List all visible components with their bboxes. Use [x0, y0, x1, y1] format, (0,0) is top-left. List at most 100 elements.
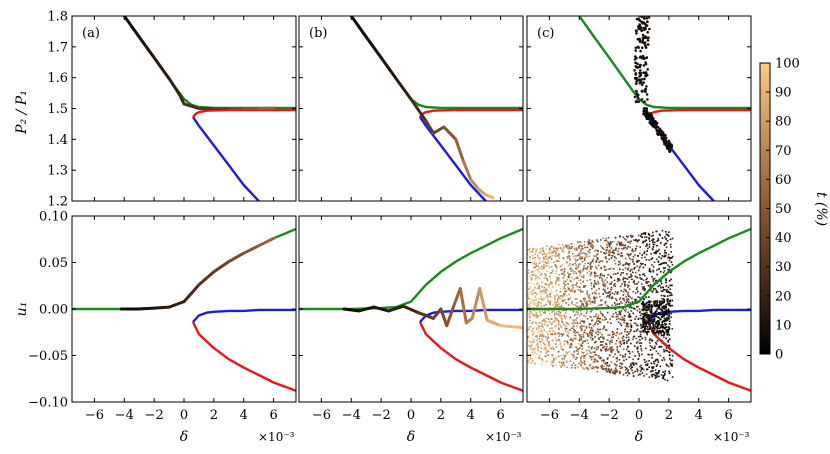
scatter-point	[592, 245, 595, 247]
scatter-point	[668, 334, 671, 336]
scatter-point	[531, 348, 534, 350]
scatter-point	[640, 303, 643, 305]
scatter-point	[562, 295, 564, 297]
scatter-point	[593, 280, 596, 282]
scatter-point	[654, 312, 657, 315]
scatter-point	[611, 281, 613, 283]
scatter-point	[588, 270, 591, 273]
panel-b-top-trajectory	[349, 16, 495, 200]
scatter-point	[647, 301, 650, 303]
scatter-point	[563, 299, 565, 302]
scatter-point	[585, 312, 588, 314]
scatter-point	[574, 262, 576, 265]
scatter-point	[632, 372, 634, 374]
scatter-point	[581, 256, 583, 258]
scatter-point	[571, 269, 574, 272]
scatter-point	[640, 368, 643, 371]
scatter-point	[597, 320, 600, 322]
scatter-point	[657, 320, 659, 322]
scatter-point	[533, 331, 535, 334]
scatter-point	[663, 305, 665, 307]
scatter-point	[658, 317, 660, 319]
scatter-point	[632, 375, 635, 377]
scatter-point	[658, 346, 660, 348]
scatter-point	[650, 374, 653, 376]
scatter-point	[592, 258, 595, 260]
scatter-point	[589, 315, 592, 318]
scatter-point	[645, 321, 648, 324]
scatter-point	[540, 274, 542, 277]
scatter-point	[618, 253, 620, 256]
scatter-point	[590, 243, 592, 245]
scatter-point	[540, 344, 542, 346]
scatter-point	[551, 251, 554, 254]
scatter-point	[632, 258, 634, 261]
scatter-point	[654, 372, 657, 374]
scatter-point	[642, 315, 644, 318]
colorbar-tick-label: 80	[775, 115, 792, 130]
scatter-point	[638, 355, 641, 357]
scatter-point	[560, 247, 562, 250]
scatter-point	[670, 359, 672, 362]
scatter-point	[642, 240, 645, 243]
scatter-point	[575, 259, 577, 262]
panel-a-top-xticks	[93, 16, 275, 201]
scatter-point	[655, 365, 658, 367]
scatter-point	[603, 368, 606, 370]
scatter-point	[529, 348, 532, 351]
scatter-point	[570, 366, 573, 369]
scatter-point	[552, 250, 554, 253]
scatter-point	[545, 360, 548, 362]
scatter-point	[618, 341, 621, 343]
scatter-point	[646, 314, 649, 317]
scatter-point	[617, 337, 620, 340]
scatter-point	[636, 286, 638, 289]
scatter-point	[646, 31, 649, 34]
scatter-point	[552, 321, 554, 323]
scatter-point	[624, 289, 627, 291]
scatter-point	[606, 349, 609, 352]
scatter-point	[607, 348, 610, 350]
scatter-point	[543, 277, 546, 279]
scatter-point	[544, 310, 546, 312]
scatter-point	[655, 291, 658, 294]
scatter-point	[655, 251, 657, 253]
scatter-point	[533, 303, 535, 305]
scatter-point	[671, 355, 674, 357]
trajectory-segment	[394, 77, 413, 101]
scatter-point	[661, 359, 663, 361]
scatter-point	[661, 320, 664, 323]
scatter-point	[563, 357, 566, 360]
scatter-point	[619, 285, 622, 288]
scatter-point	[651, 258, 653, 260]
scatter-point	[594, 281, 596, 284]
scatter-point	[534, 248, 537, 250]
scatter-point	[622, 268, 624, 271]
scatter-point	[563, 270, 566, 273]
scatter-point	[648, 114, 651, 118]
scatter-point	[634, 82, 638, 85]
scatter-point	[534, 253, 537, 255]
scatter-point	[564, 354, 567, 357]
scatter-point	[666, 240, 669, 242]
ytick-label: 1.8	[47, 10, 68, 25]
scatter-point	[578, 247, 580, 249]
scatter-point	[590, 301, 592, 303]
scatter-point	[634, 308, 636, 310]
scatter-point	[595, 249, 598, 251]
scatter-point	[624, 263, 627, 265]
scatter-point	[572, 340, 574, 342]
scatter-point	[643, 322, 646, 325]
scatter-point	[653, 243, 656, 246]
scatter-point	[591, 309, 593, 312]
scatter-point	[622, 248, 625, 250]
scatter-point	[530, 282, 533, 284]
scatter-point	[593, 347, 596, 350]
scatter-point	[586, 332, 589, 335]
scatter-point	[577, 266, 580, 268]
scatter-point	[660, 309, 663, 311]
scatter-point	[651, 118, 655, 121]
scatter-point	[608, 253, 611, 256]
scatter-point	[609, 341, 611, 343]
scatter-point	[664, 323, 667, 325]
